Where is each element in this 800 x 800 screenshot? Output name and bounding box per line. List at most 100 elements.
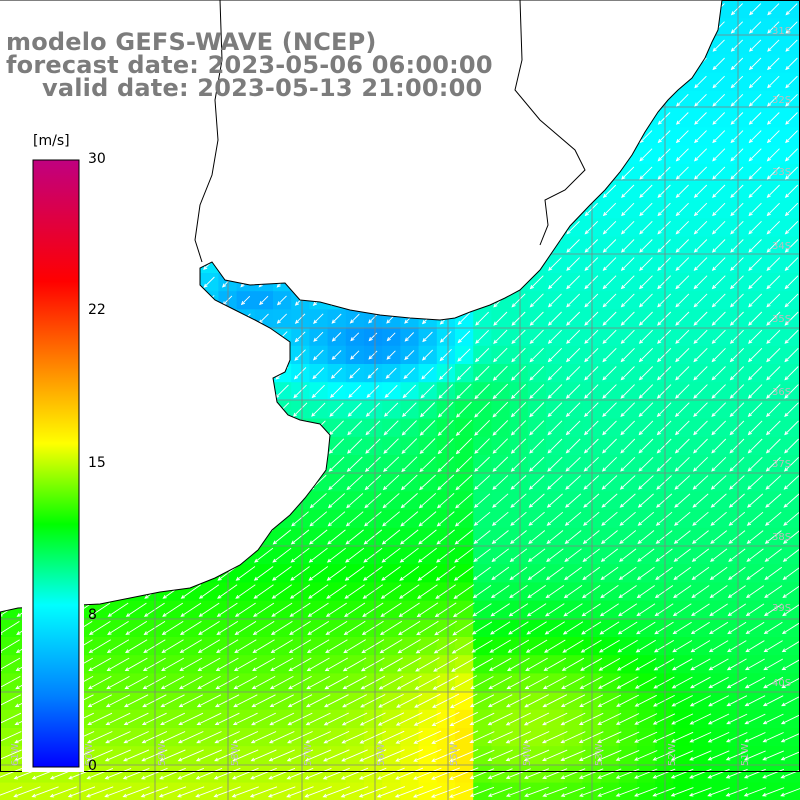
wind-arrow	[784, 402, 799, 418]
wind-arrow	[104, 749, 131, 762]
wind-arrow	[346, 456, 363, 472]
wind-arrow	[436, 511, 455, 527]
wind-arrow	[547, 438, 563, 454]
wind-arrow	[692, 475, 709, 490]
wind-arrow	[652, 750, 676, 761]
wind-arrow	[490, 621, 511, 635]
wind-arrow	[708, 695, 730, 707]
wind-arrow	[727, 621, 747, 635]
wind-arrow	[289, 602, 311, 617]
wind-arrow	[656, 366, 672, 381]
wind-arrow	[582, 530, 600, 544]
wind-arrow	[670, 750, 694, 761]
wind-arrow	[527, 585, 546, 599]
wind-arrow	[470, 676, 494, 689]
wind-arrow	[474, 438, 490, 454]
wind-arrow	[267, 786, 296, 798]
wind-arrow	[578, 731, 604, 744]
wind-arrow	[510, 475, 527, 490]
wind-arrow	[86, 767, 114, 780]
wind-arrow	[675, 93, 689, 107]
wind-arrow	[360, 675, 386, 690]
wind-arrow	[86, 786, 114, 798]
wind-arrow	[652, 694, 675, 707]
wind-arrow	[599, 603, 619, 617]
wind-arrow	[565, 366, 581, 381]
wind-arrow	[564, 530, 582, 544]
colorbar	[22, 128, 84, 772]
wind-arrow	[711, 384, 726, 399]
wind-arrow	[106, 639, 130, 654]
wind-arrow	[620, 329, 635, 344]
wind-arrow	[783, 475, 800, 490]
wind-arrow	[711, 438, 727, 454]
wind-arrow	[394, 786, 424, 798]
wind-arrow	[747, 402, 763, 418]
wind-arrow	[584, 347, 599, 363]
wind-arrow	[597, 676, 621, 689]
wind-arrow	[766, 275, 781, 290]
wind-arrow	[312, 367, 325, 380]
coastline	[0, 0, 723, 613]
wind-arrow	[510, 402, 527, 418]
wind-arrow	[725, 750, 748, 761]
wind-arrow	[693, 166, 708, 180]
wind-arrow	[602, 311, 617, 326]
wind-arrow	[657, 148, 671, 162]
wind-arrow	[344, 602, 366, 617]
wind-arrow	[469, 786, 495, 797]
wind-arrow	[673, 585, 692, 599]
wind-arrow	[49, 786, 77, 798]
wind-arrow	[413, 712, 441, 726]
wind-arrow	[159, 767, 186, 780]
wind-arrow	[784, 148, 799, 162]
wind-arrow	[379, 620, 403, 636]
wind-arrow	[580, 657, 603, 671]
wind-arrow	[674, 493, 691, 508]
wind-arrow	[415, 639, 440, 654]
wind-arrow	[764, 548, 782, 562]
wind-arrow	[730, 166, 744, 180]
wind-arrow	[412, 786, 442, 798]
wind-arrow	[711, 220, 726, 235]
wind-arrow	[395, 712, 423, 726]
wind-arrow	[581, 603, 601, 617]
wind-arrow	[600, 585, 619, 599]
wind-arrow	[104, 786, 132, 798]
wind-arrow	[159, 749, 186, 762]
wind-arrow	[729, 438, 745, 454]
wind-arrow	[637, 530, 655, 544]
wind-arrow	[657, 166, 671, 180]
wind-arrow	[364, 493, 382, 509]
wind-arrow	[160, 712, 185, 726]
wind-arrow	[543, 657, 567, 671]
wind-arrow	[621, 184, 635, 198]
wind-arrow	[344, 566, 365, 581]
wind-arrow	[726, 658, 747, 671]
wind-arrow	[294, 313, 306, 324]
wind-arrow	[344, 584, 365, 599]
wind-arrow	[785, 112, 798, 125]
wind-arrow	[748, 329, 763, 344]
wind-arrow	[286, 786, 314, 798]
wind-arrow	[743, 768, 766, 779]
wind-arrow	[307, 621, 330, 635]
wind-arrow	[674, 438, 690, 454]
lat-label: 31S	[772, 26, 791, 37]
wind-arrow	[693, 384, 708, 399]
wind-arrow	[616, 694, 640, 707]
wind-arrow	[782, 585, 800, 598]
wind-arrow	[762, 768, 785, 779]
wind-arrow	[276, 295, 287, 306]
wind-arrow	[529, 293, 544, 308]
wind-arrow	[656, 420, 672, 436]
wind-arrow	[437, 419, 454, 436]
wind-arrow	[600, 566, 619, 581]
wind-arrow	[637, 548, 655, 562]
wind-arrow	[656, 475, 672, 490]
wind-arrow	[578, 749, 604, 761]
wind-arrow	[620, 402, 636, 418]
wind-arrow	[364, 511, 382, 527]
wind-arrow	[560, 731, 586, 744]
wind-arrow	[712, 130, 726, 144]
